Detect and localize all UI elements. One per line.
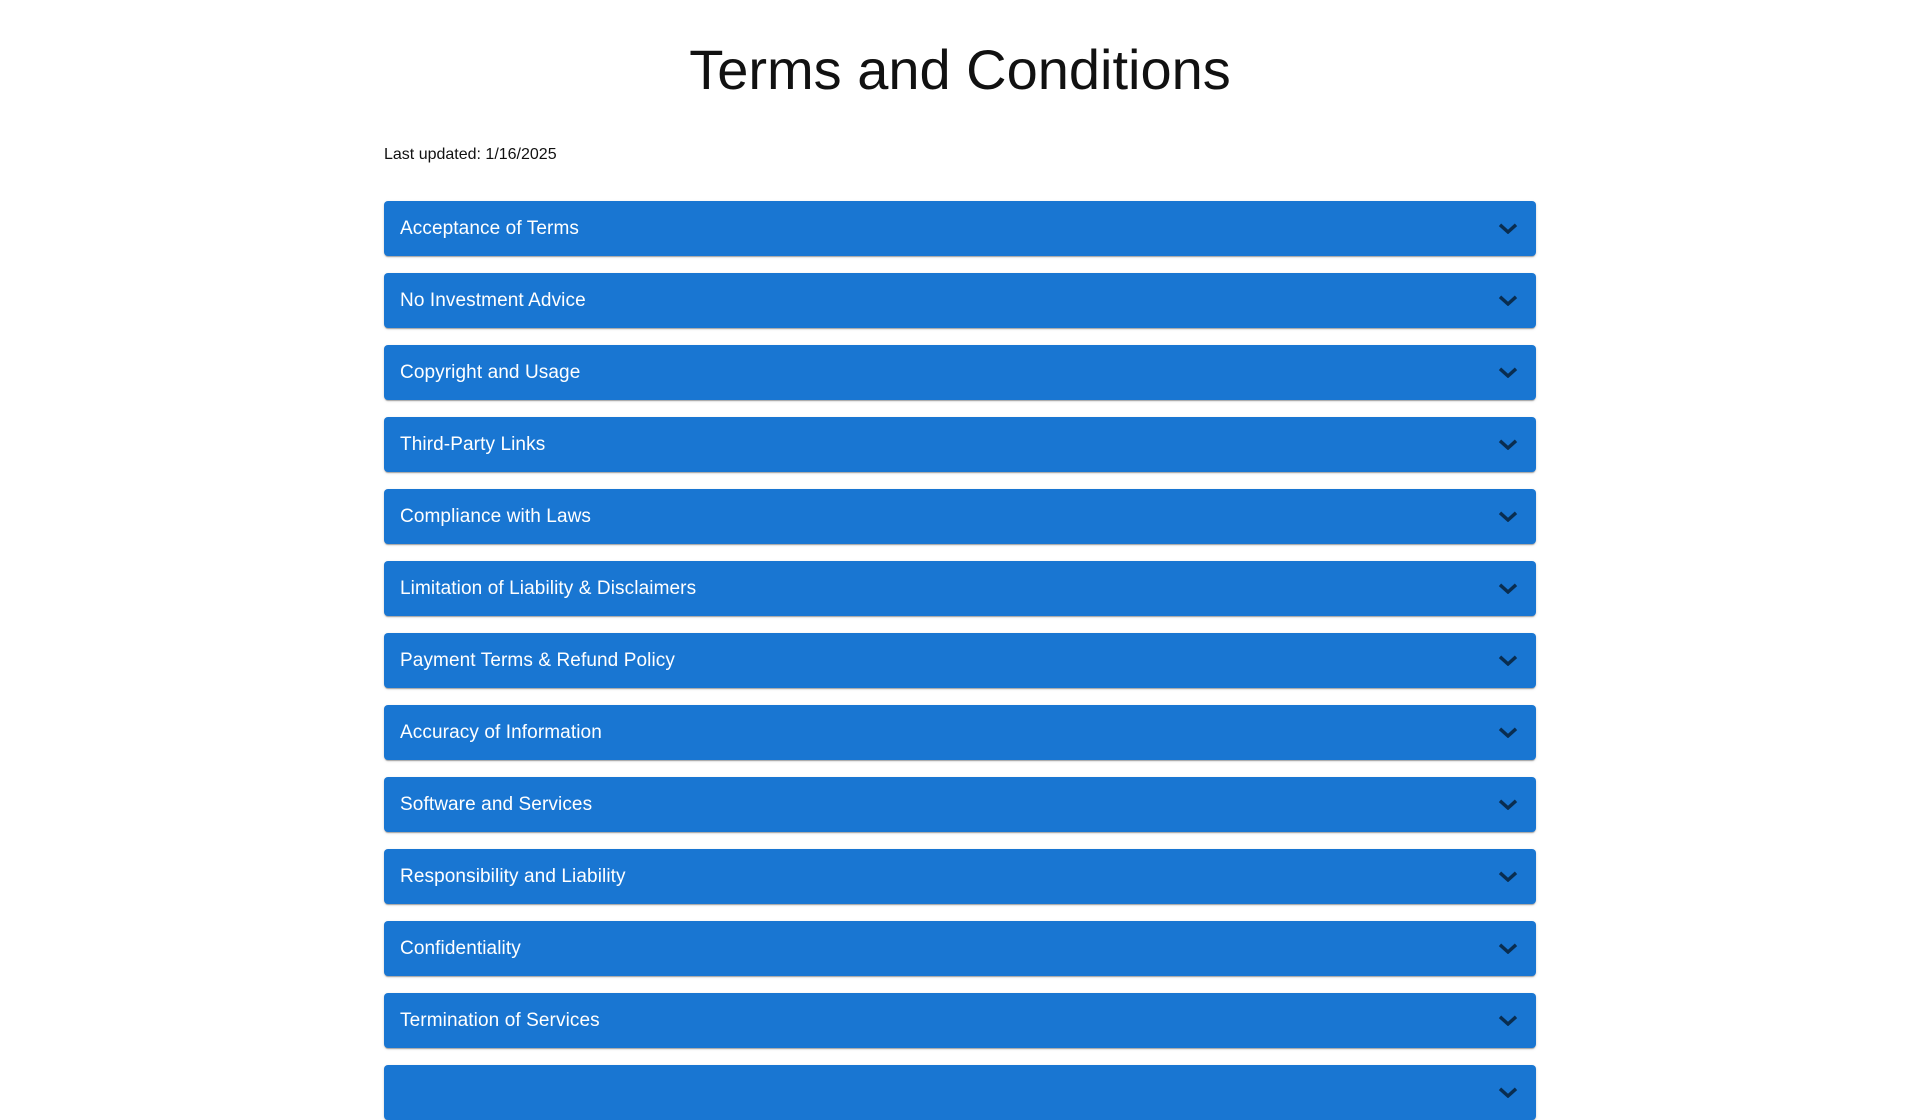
chevron-down-icon[interactable] (1496, 793, 1520, 817)
accordion-section-label: Accuracy of Information (400, 721, 602, 743)
chevron-down-icon[interactable] (1496, 649, 1520, 673)
chevron-down-icon[interactable] (1496, 721, 1520, 745)
accordion-section-13[interactable] (384, 1065, 1536, 1120)
accordion-section-4[interactable]: Third-Party Links (384, 417, 1536, 473)
accordion-section-label: Payment Terms & Refund Policy (400, 649, 675, 671)
chevron-down-icon[interactable] (1496, 577, 1520, 601)
accordion-section-9[interactable]: Software and Services (384, 777, 1536, 833)
accordion-section-8[interactable]: Accuracy of Information (384, 705, 1536, 761)
page-title: Terms and Conditions (689, 38, 1231, 101)
terms-page: Terms and Conditions Last updated: 1/16/… (384, 0, 1536, 1120)
chevron-down-icon[interactable] (1496, 361, 1520, 385)
accordion-section-label: Termination of Services (400, 1009, 600, 1031)
accordion-section-3[interactable]: Copyright and Usage (384, 345, 1536, 401)
chevron-down-icon[interactable] (1496, 505, 1520, 529)
accordion-list: Acceptance of Terms No Investment Advice… (384, 201, 1536, 1120)
chevron-down-icon[interactable] (1496, 1009, 1520, 1033)
accordion-section-11[interactable]: Confidentiality (384, 921, 1536, 977)
accordion-section-label: Responsibility and Liability (400, 865, 626, 887)
accordion-section-12[interactable]: Termination of Services (384, 993, 1536, 1049)
accordion-section-5[interactable]: Compliance with Laws (384, 489, 1536, 545)
chevron-down-icon[interactable] (1496, 433, 1520, 457)
accordion-section-label: Confidentiality (400, 937, 521, 959)
chevron-down-icon[interactable] (1496, 1081, 1520, 1105)
accordion-section-2[interactable]: No Investment Advice (384, 273, 1536, 329)
accordion-section-7[interactable]: Payment Terms & Refund Policy (384, 633, 1536, 689)
accordion-section-10[interactable]: Responsibility and Liability (384, 849, 1536, 905)
chevron-down-icon[interactable] (1496, 289, 1520, 313)
accordion-section-label: Third-Party Links (400, 433, 546, 455)
accordion-section-label: Software and Services (400, 793, 593, 815)
accordion-section-6[interactable]: Limitation of Liability & Disclaimers (384, 561, 1536, 617)
accordion-section-label: Limitation of Liability & Disclaimers (400, 577, 697, 599)
accordion-section-label: Compliance with Laws (400, 505, 592, 527)
accordion-section-label: No Investment Advice (400, 289, 586, 311)
accordion-section-label: Acceptance of Terms (400, 217, 579, 239)
last-updated-text: Last updated: 1/16/2025 (384, 146, 557, 164)
accordion-section-label: Copyright and Usage (400, 361, 581, 383)
accordion-section-1[interactable]: Acceptance of Terms (384, 201, 1536, 257)
chevron-down-icon[interactable] (1496, 865, 1520, 889)
chevron-down-icon[interactable] (1496, 937, 1520, 961)
chevron-down-icon[interactable] (1496, 217, 1520, 241)
